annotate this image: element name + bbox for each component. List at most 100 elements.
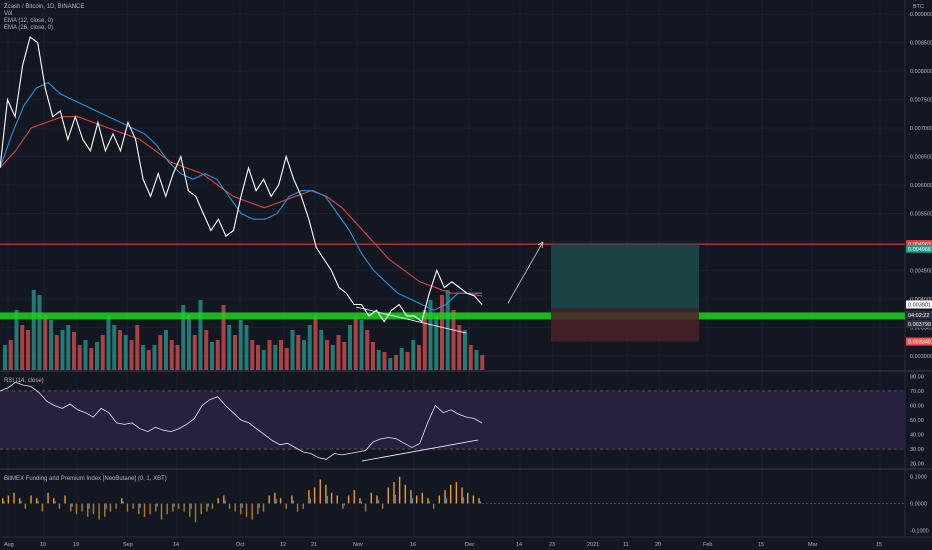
volume-bar (129, 340, 134, 370)
y-tick-label: 0.007000 (910, 126, 932, 132)
position-profit-zone (551, 244, 699, 309)
x-tick-label: Oct (236, 542, 245, 548)
position-loss-zone (551, 308, 699, 342)
bitmex-bar (155, 503, 157, 512)
bitmex-bar (64, 495, 66, 504)
bitmex-bar (245, 503, 248, 517)
bitmex-premium-bar (207, 503, 209, 507)
bitmex-premium-bar (292, 500, 294, 504)
x-tick-label: 19 (73, 542, 79, 548)
bitmex-legend[interactable]: BitMEX Funding and Premium Index [NeoBut… (4, 476, 167, 482)
bitmex-bar (472, 495, 475, 504)
volume-bar (60, 330, 65, 370)
legend-vol[interactable]: Vol (4, 11, 13, 17)
volume-bar (261, 350, 266, 370)
projection-arrowhead (537, 241, 544, 249)
price-tag-text: 0.003799 (908, 322, 931, 328)
bitmex-premium-bar (394, 494, 397, 504)
x-tick-label: 14 (173, 542, 179, 548)
legend-ema12[interactable]: EMA (12, close, 0) (4, 18, 54, 24)
volume-bar (31, 290, 36, 370)
volume-bar (123, 335, 128, 370)
bitmex-bar (296, 503, 299, 512)
volume-bar (325, 340, 329, 370)
volume-bar (480, 355, 485, 370)
volume-bar (313, 315, 318, 370)
volume-bar (468, 345, 473, 370)
volume-bar (457, 325, 462, 370)
bitmex-bar (160, 503, 163, 520)
bitmex-premium-bar (309, 498, 312, 504)
price-tag-text: 0.003340 (908, 340, 931, 346)
bitmex-bar (449, 484, 452, 504)
bitmex-bar (234, 503, 236, 512)
volume-bar (210, 342, 214, 370)
bitmex-bar (404, 484, 407, 504)
bitmex-bar (398, 476, 401, 504)
bitmex-premium-bar (445, 498, 448, 504)
volume-bar (296, 335, 301, 370)
volume-bar (141, 345, 145, 370)
volume-bar (279, 340, 283, 370)
volume-bar (336, 335, 341, 370)
bitmex-bar (330, 492, 333, 504)
bitmex-bar (251, 503, 253, 520)
legend-ema26[interactable]: EMA (26, close, 0) (4, 25, 54, 31)
bitmex-bar (336, 495, 338, 504)
bitmex-bar (75, 503, 78, 515)
x-tick-label: 2021 (587, 542, 599, 548)
rsi-band (0, 390, 905, 450)
bitmex-premium-bar (377, 500, 380, 504)
legend-symbol[interactable]: Zcash / Bitcoin, 1D, BINANCE (4, 4, 85, 10)
rsi-line (0, 381, 483, 460)
volume-bar (175, 345, 180, 370)
volume-bar (411, 340, 416, 370)
bitmex-bar (36, 498, 38, 504)
volume-bar (100, 335, 105, 370)
bitmex-bar (325, 484, 327, 504)
bitmex-bar (41, 503, 44, 512)
volume-bar (146, 350, 151, 370)
price-tag: 0.004968 (906, 244, 932, 253)
volume-bar (164, 330, 168, 370)
bitmex-bar (132, 503, 134, 509)
bitmex-bar (461, 487, 463, 504)
volume-bar (474, 350, 479, 370)
bitmex-bar (109, 503, 112, 512)
volume-bar (290, 330, 295, 370)
volume-bar (8, 340, 13, 370)
ema26-line (0, 116, 483, 297)
price-tag-text: 0.003901 (908, 302, 931, 308)
price-tag-bg (906, 300, 932, 309)
volume-bar (376, 350, 381, 370)
volume-bar (463, 330, 467, 370)
bitmex-bar (121, 498, 123, 504)
bitmex-bar (7, 495, 10, 504)
volume-bar (26, 330, 30, 370)
bitmex-premium-bar (20, 501, 22, 504)
bitmex-bar (347, 495, 350, 504)
bitmex-bar (415, 495, 418, 504)
volume-bar (238, 320, 243, 370)
y-tick-label: 0.007500 (910, 98, 932, 104)
currency-label[interactable]: BTC (913, 4, 924, 10)
volume-bar (95, 342, 99, 370)
bitmex-bar (177, 503, 180, 509)
x-tick-label: 11 (623, 542, 629, 548)
bitmex-bar (228, 503, 231, 509)
bitmex-bar (302, 503, 304, 509)
volume-bar (54, 335, 59, 370)
bitmex-premium-bar (88, 503, 90, 509)
bitmex-bar (285, 503, 287, 509)
bitmex-premium-bar (258, 503, 260, 508)
price-tag: 0.003799 (906, 319, 932, 328)
volume-bar (43, 315, 48, 370)
price-tag: 0.003901 (906, 300, 932, 309)
bitmex-bar (364, 503, 367, 512)
rsi-legend[interactable]: RSI (14, close) (4, 378, 44, 384)
volume-bar (198, 300, 203, 370)
x-tick-label: 15 (758, 542, 764, 548)
bitmex-bar (149, 503, 151, 515)
volume-bar (267, 340, 272, 370)
